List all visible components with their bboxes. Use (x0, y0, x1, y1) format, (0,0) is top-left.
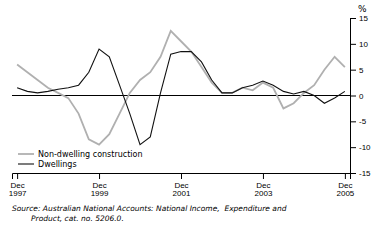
y-tick-mark (350, 18, 356, 19)
y-tick-label: 5 (359, 66, 364, 75)
chart: Dec1997Dec1999Dec2001Dec2003Dec2005-15-1… (0, 0, 384, 231)
legend-item: Non-dwelling construction (18, 150, 143, 159)
legend-item: Dwellings (18, 160, 77, 169)
y-tick-label: -15 (359, 169, 371, 178)
legend-swatch (18, 163, 34, 164)
series-line (17, 31, 345, 145)
y-tick-mark (350, 44, 356, 45)
y-tick-mark (350, 96, 356, 97)
y-tick-mark (350, 173, 356, 174)
x-tick-mark (263, 173, 264, 179)
y-tick: 5 (350, 66, 364, 75)
source-note: Product, cat. no. 5206.0. (12, 214, 124, 223)
x-axis-line (13, 174, 351, 180)
source-note: Source: Australian National Accounts: Na… (12, 204, 287, 213)
y-tick-mark (350, 121, 356, 122)
x-tick: Dec1997 (9, 173, 27, 198)
x-tick: Dec2003 (255, 173, 273, 198)
y-tick: -5 (350, 117, 367, 126)
plot-area: Dec1997Dec1999Dec2001Dec2003Dec2005-15-1… (9, 4, 371, 198)
y-tick-label: 0 (359, 92, 364, 101)
x-tick-mark (181, 173, 182, 179)
y-tick: 0 (350, 92, 364, 101)
y-tick: -15 (350, 169, 371, 178)
y-tick-label: 10 (359, 40, 368, 49)
x-tick-label: Dec1999 (91, 181, 109, 199)
y-tick-label: -10 (359, 143, 371, 152)
x-axis: Dec1997 Dec1999 Dec2001 Dec2003 Dec2005 (9, 173, 355, 198)
y-axis-line (351, 19, 357, 174)
legend-label: Dwellings (38, 160, 77, 169)
y-tick-label: 15 (359, 14, 368, 23)
y-axis: -15 -10 -5 0 5 10 15 (350, 14, 371, 178)
y-tick: -10 (350, 143, 371, 152)
marks (12, 31, 350, 145)
x-tick-label: Dec2001 (173, 181, 191, 199)
x-tick-label: Dec2003 (255, 181, 273, 199)
x-tick-mark (345, 173, 346, 179)
x-tick: Dec2005 (336, 173, 354, 198)
y-tick-mark (350, 147, 356, 148)
x-tick: Dec1999 (91, 173, 109, 198)
series-line (17, 49, 345, 145)
y-tick-mark (350, 70, 356, 71)
legend: Non-dwelling constructionDwellings (18, 150, 143, 169)
x-tick-mark (17, 173, 18, 179)
legend-swatch (18, 153, 34, 155)
legend-label: Non-dwelling construction (38, 150, 143, 159)
y-axis-label: % (358, 4, 367, 14)
x-tick-mark (99, 173, 100, 179)
y-tick: 10 (350, 40, 368, 49)
x-tick: Dec2001 (173, 173, 191, 198)
x-tick-label: Dec1997 (9, 181, 27, 199)
y-tick-label: -5 (359, 117, 367, 126)
y-tick: 15 (350, 14, 368, 23)
x-tick-label: Dec2005 (336, 181, 354, 199)
